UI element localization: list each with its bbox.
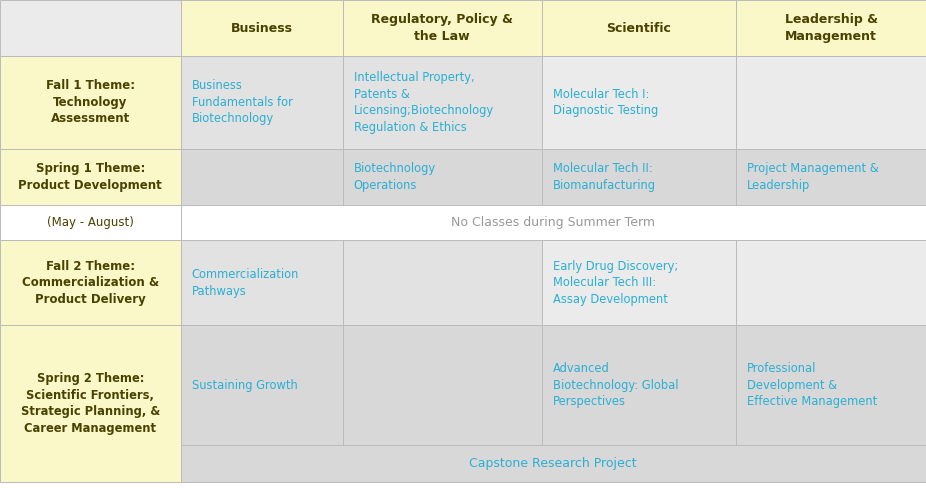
FancyBboxPatch shape <box>736 240 926 325</box>
Text: Commercialization
Pathways: Commercialization Pathways <box>192 268 299 298</box>
FancyBboxPatch shape <box>343 149 542 205</box>
FancyBboxPatch shape <box>181 325 343 445</box>
Text: Fall 1 Theme:
Technology
Assessment: Fall 1 Theme: Technology Assessment <box>45 80 135 125</box>
Text: Business
Fundamentals for
Biotechnology: Business Fundamentals for Biotechnology <box>192 80 293 125</box>
FancyBboxPatch shape <box>736 56 926 149</box>
FancyBboxPatch shape <box>0 325 181 482</box>
Text: Project Management &
Leadership: Project Management & Leadership <box>747 162 879 192</box>
Text: Professional
Development &
Effective Management: Professional Development & Effective Man… <box>747 362 878 408</box>
FancyBboxPatch shape <box>181 149 343 205</box>
Text: Regulatory, Policy &
the Law: Regulatory, Policy & the Law <box>371 13 513 43</box>
Text: Scientific: Scientific <box>607 21 671 35</box>
FancyBboxPatch shape <box>343 240 542 325</box>
Text: (May - August): (May - August) <box>47 216 133 229</box>
FancyBboxPatch shape <box>0 56 181 149</box>
FancyBboxPatch shape <box>542 149 736 205</box>
FancyBboxPatch shape <box>736 325 926 445</box>
FancyBboxPatch shape <box>181 56 343 149</box>
FancyBboxPatch shape <box>0 205 181 240</box>
FancyBboxPatch shape <box>343 325 542 445</box>
FancyBboxPatch shape <box>343 56 542 149</box>
FancyBboxPatch shape <box>542 240 736 325</box>
Text: Spring 2 Theme:
Scientific Frontiers,
Strategic Planning, &
Career Management: Spring 2 Theme: Scientific Frontiers, St… <box>20 372 160 435</box>
FancyBboxPatch shape <box>181 445 926 482</box>
Text: No Classes during Summer Term: No Classes during Summer Term <box>451 216 656 229</box>
FancyBboxPatch shape <box>181 0 343 56</box>
FancyBboxPatch shape <box>343 0 542 56</box>
Text: Leadership &
Management: Leadership & Management <box>784 13 878 43</box>
Text: Biotechnology
Operations: Biotechnology Operations <box>354 162 436 192</box>
FancyBboxPatch shape <box>0 149 181 205</box>
Text: Early Drug Discovery;
Molecular Tech III:
Assay Development: Early Drug Discovery; Molecular Tech III… <box>553 260 678 306</box>
FancyBboxPatch shape <box>181 240 343 325</box>
Text: Molecular Tech I:
Diagnostic Testing: Molecular Tech I: Diagnostic Testing <box>553 88 658 117</box>
Text: Spring 1 Theme:
Product Development: Spring 1 Theme: Product Development <box>19 162 162 192</box>
Text: Intellectual Property,
Patents &
Licensing;Biotechnology
Regulation & Ethics: Intellectual Property, Patents & Licensi… <box>354 71 494 134</box>
Text: Fall 2 Theme:
Commercialization &
Product Delivery: Fall 2 Theme: Commercialization & Produc… <box>21 260 159 306</box>
FancyBboxPatch shape <box>181 205 926 240</box>
FancyBboxPatch shape <box>0 240 181 325</box>
FancyBboxPatch shape <box>0 0 181 56</box>
FancyBboxPatch shape <box>542 325 736 445</box>
Text: Capstone Research Project: Capstone Research Project <box>469 457 637 470</box>
Text: Sustaining Growth: Sustaining Growth <box>192 379 297 392</box>
Text: Business: Business <box>231 21 293 35</box>
FancyBboxPatch shape <box>736 0 926 56</box>
Text: Molecular Tech II:
Biomanufacturing: Molecular Tech II: Biomanufacturing <box>553 162 656 192</box>
FancyBboxPatch shape <box>736 149 926 205</box>
FancyBboxPatch shape <box>542 0 736 56</box>
FancyBboxPatch shape <box>542 56 736 149</box>
Text: Advanced
Biotechnology: Global
Perspectives: Advanced Biotechnology: Global Perspecti… <box>553 362 679 408</box>
